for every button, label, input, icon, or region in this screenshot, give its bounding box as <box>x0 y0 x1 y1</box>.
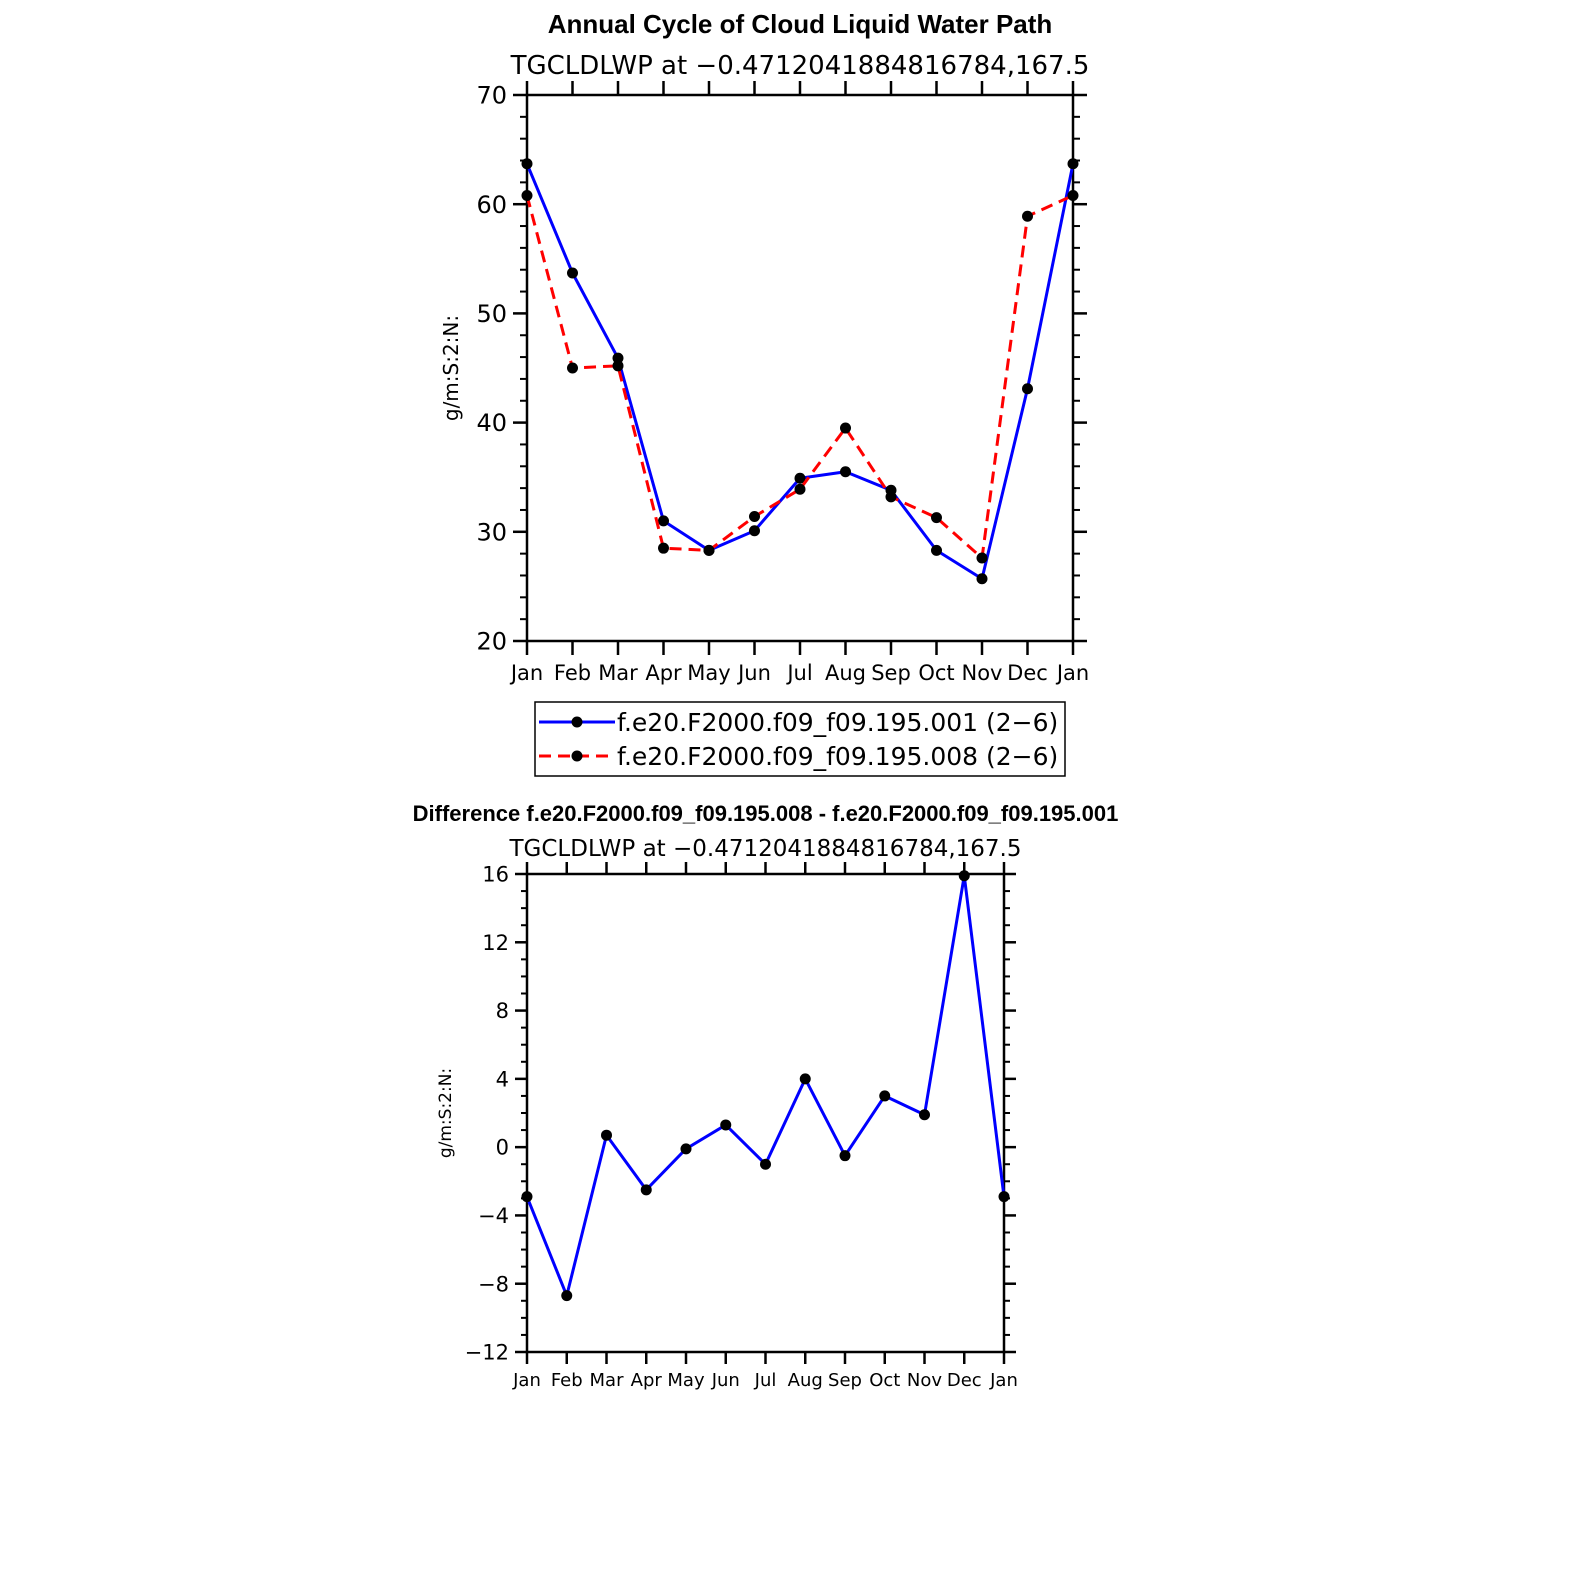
y-tick-label: 50 <box>476 300 507 328</box>
series-0-point <box>958 870 970 882</box>
legend-label-0: f.e20.F2000.f09_f09.195.001 (2−6) <box>617 708 1058 737</box>
series-1-point <box>1067 189 1079 201</box>
series-1-point <box>794 483 806 495</box>
series-1-point <box>1022 210 1033 222</box>
y-tick-label: −12 <box>465 1341 509 1365</box>
series-0-point <box>640 1184 652 1196</box>
chart-subtitle: TGCLDLWP at −0.4712041884816784,167.5 <box>510 51 1090 81</box>
series-0-point <box>760 1158 771 1170</box>
x-tick-label: Jan <box>509 661 543 685</box>
x-tick-label: May <box>687 661 730 685</box>
y-tick-label: 12 <box>482 931 509 955</box>
series-0-point <box>1067 158 1079 170</box>
difference-chart: Difference f.e20.F2000.f09_f09.195.008 -… <box>413 801 1119 1391</box>
series-0-point <box>1022 383 1033 395</box>
x-tick-label: Apr <box>645 661 682 685</box>
annual-cycle-chart: Annual Cycle of Cloud Liquid Water Path T… <box>439 9 1090 777</box>
legend-label-1: f.e20.F2000.f09_f09.195.008 (2−6) <box>617 742 1058 771</box>
x-tick-label: Sep <box>828 1370 862 1391</box>
series-1-point <box>703 544 715 556</box>
plot-frame <box>525 93 1075 643</box>
series-0-point <box>720 1119 732 1131</box>
y-tick-label: 4 <box>496 1067 509 1091</box>
series-1-point <box>976 552 988 564</box>
series-0-point <box>976 573 988 585</box>
series-0-point <box>794 472 806 484</box>
legend-box <box>534 701 1066 777</box>
x-tick-label: Jul <box>785 661 812 685</box>
x-tick-label: Oct <box>869 1370 900 1391</box>
y-tick-label: −8 <box>478 1272 509 1296</box>
series-0-point <box>658 515 669 527</box>
x-tick-label: Jan <box>512 1370 541 1391</box>
series-1-point <box>931 512 942 524</box>
x-tick-label: Nov <box>962 661 1003 685</box>
series-0-point <box>931 544 942 556</box>
y-tick-label: 20 <box>476 628 507 656</box>
series-0-point <box>799 1073 811 1085</box>
plot-frame <box>525 872 1006 1354</box>
series-0-point <box>680 1143 692 1155</box>
series-0-point <box>567 267 578 279</box>
x-tick-label: Sep <box>871 661 911 685</box>
chart-title: Difference f.e20.F2000.f09_f09.195.008 -… <box>413 801 1119 826</box>
x-tick-label: Nov <box>907 1370 942 1391</box>
y-tick-label: 70 <box>476 82 507 110</box>
x-tick-label: May <box>667 1370 705 1391</box>
x-tick-label: Aug <box>788 1370 823 1391</box>
series-1-point <box>521 189 533 201</box>
y-tick-label: −4 <box>478 1204 509 1228</box>
x-tick-label: Jun <box>736 661 771 685</box>
series-1-point <box>840 422 851 434</box>
x-tick-label: Dec <box>1007 661 1048 685</box>
y-tick-label: 60 <box>476 191 507 219</box>
x-tick-label: Mar <box>590 1370 625 1391</box>
series-0-point <box>998 1191 1010 1203</box>
x-tick-label: Jul <box>754 1370 777 1391</box>
series-0-point <box>839 1150 851 1162</box>
series-0-point <box>561 1290 573 1302</box>
chart-title: Annual Cycle of Cloud Liquid Water Path <box>548 9 1053 39</box>
series-line-1 <box>525 194 1074 560</box>
series-1-point <box>885 491 897 503</box>
series-1-point <box>567 362 578 374</box>
y-axis-label: g/m:S:2:N: <box>439 315 463 421</box>
series-1-point <box>658 542 669 554</box>
x-tick-label: Aug <box>825 661 866 685</box>
x-tick-label: Feb <box>551 1370 583 1391</box>
x-tick-label: Dec <box>947 1370 982 1391</box>
x-tick-label: Feb <box>554 661 591 685</box>
series-0-point <box>521 158 533 170</box>
y-tick-label: 16 <box>482 863 509 887</box>
x-tick-label: Jan <box>1055 661 1089 685</box>
legend-marker-0 <box>571 716 583 728</box>
chart-subtitle: TGCLDLWP at −0.4712041884816784,167.5 <box>508 836 1021 862</box>
series-0-point <box>749 525 760 537</box>
series-line-0 <box>525 874 1006 1298</box>
series-1-point <box>612 360 624 372</box>
series-line-0 <box>525 163 1075 581</box>
y-tick-label: 0 <box>496 1136 509 1160</box>
y-tick-label: 30 <box>476 518 507 546</box>
x-tick-label: Jan <box>989 1370 1018 1391</box>
x-tick-label: Jun <box>711 1370 740 1391</box>
x-tick-label: Oct <box>918 661 954 685</box>
series-0-point <box>601 1129 612 1141</box>
series-0-point <box>919 1109 930 1121</box>
x-tick-label: Mar <box>598 661 638 685</box>
y-tick-label: 8 <box>496 999 509 1023</box>
legend-marker-1 <box>571 750 583 762</box>
y-tick-label: 40 <box>476 409 507 437</box>
series-0-point <box>840 466 851 478</box>
y-axis-label: g/m:S:2:N: <box>436 1068 456 1158</box>
series-1-point <box>749 511 760 523</box>
series-0-point <box>521 1191 533 1203</box>
series-0-point <box>879 1090 891 1102</box>
x-tick-label: Apr <box>631 1370 663 1391</box>
series-0-point <box>612 352 624 364</box>
